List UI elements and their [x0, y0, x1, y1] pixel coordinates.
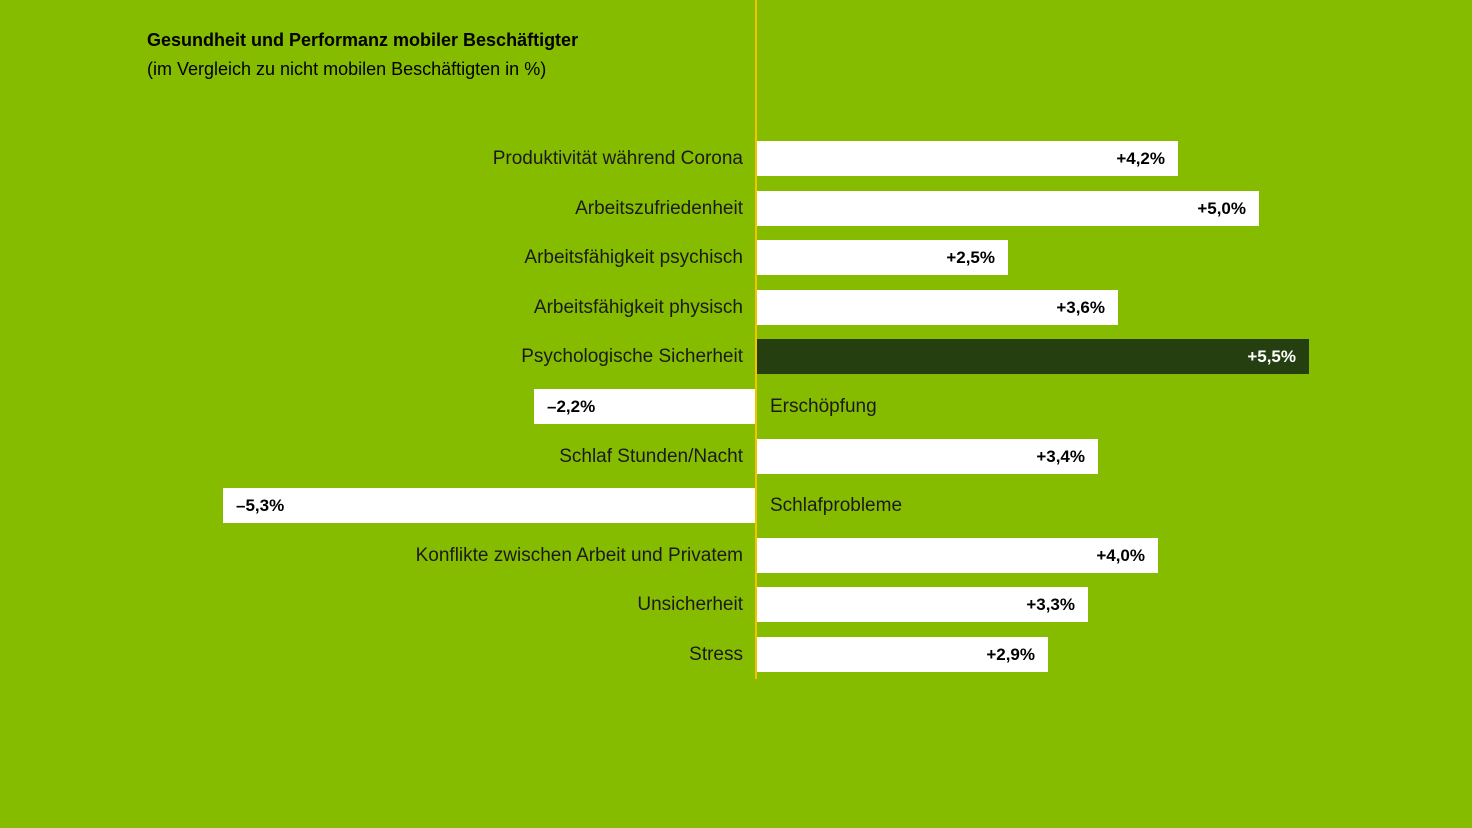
category-label: Schlafprobleme: [770, 495, 903, 516]
bar: [757, 240, 1008, 275]
chart-title: Gesundheit und Performanz mobiler Beschä…: [147, 30, 579, 50]
value-label: +4,0%: [1096, 546, 1145, 565]
bar: [757, 439, 1098, 474]
value-label: +2,9%: [986, 645, 1035, 664]
bar: [757, 141, 1178, 176]
value-label: +2,5%: [946, 248, 995, 267]
zero-axis-line: [755, 0, 757, 679]
chart-subtitle: (im Vergleich zu nicht mobilen Beschäfti…: [147, 59, 547, 79]
bar: [534, 389, 755, 424]
bar: [757, 538, 1158, 573]
bar: [757, 339, 1309, 374]
bar: [757, 290, 1118, 325]
category-label: Psychologische Sicherheit: [521, 346, 743, 367]
category-label: Arbeitszufriedenheit: [575, 198, 743, 219]
value-label: +5,5%: [1247, 347, 1296, 366]
bar: [757, 191, 1259, 226]
category-label: Arbeitsfähigkeit physisch: [533, 297, 743, 318]
bar: [757, 587, 1088, 622]
value-label: +3,3%: [1026, 595, 1075, 614]
category-label: Konflikte zwischen Arbeit und Privatem: [415, 545, 743, 566]
value-label: +3,6%: [1056, 298, 1105, 317]
value-label: +4,2%: [1116, 149, 1165, 168]
bar: [223, 488, 755, 523]
category-label: Erschöpfung: [770, 396, 877, 417]
value-label: +3,4%: [1036, 447, 1085, 466]
value-label: –2,2%: [547, 397, 596, 416]
value-label: –5,3%: [236, 496, 285, 515]
value-label: +5,0%: [1197, 199, 1246, 218]
bar: [757, 637, 1048, 672]
category-label: Unsicherheit: [637, 594, 743, 615]
category-label: Arbeitsfähigkeit psychisch: [524, 247, 743, 268]
category-label: Produktivität während Corona: [492, 148, 743, 169]
category-label: Stress: [689, 644, 743, 665]
category-label: Schlaf Stunden/Nacht: [559, 446, 743, 467]
